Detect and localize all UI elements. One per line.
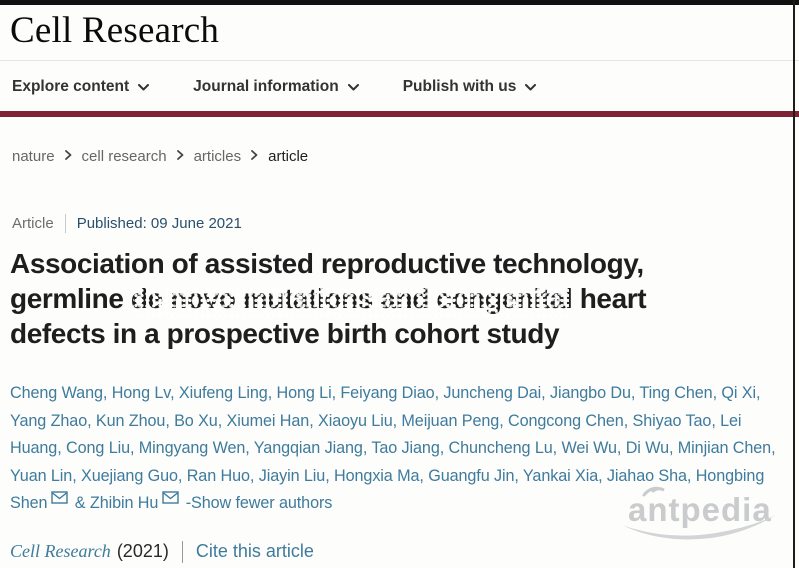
email-icon[interactable] [51, 486, 69, 514]
breadcrumb-article-current: article [268, 148, 309, 165]
author-link[interactable]: Zhibin Hu [89, 494, 159, 513]
brand-accent-bar [0, 111, 799, 117]
chevron-down-icon [347, 78, 359, 96]
chevron-down-icon [138, 78, 150, 96]
breadcrumb-cell-research[interactable]: cell research [81, 148, 167, 165]
nav-item-label: Explore content [12, 78, 130, 95]
title-line: Association of assisted reproductive tec… [10, 248, 644, 279]
chevron-right-icon [176, 147, 184, 164]
author-link[interactable]: Xuejiang Guo [81, 466, 178, 485]
nav-item-label: Publish with us [402, 78, 517, 95]
show-fewer-authors-link[interactable]: -Show fewer authors [185, 494, 333, 513]
breadcrumb-nature[interactable]: nature [12, 148, 55, 165]
chevron-right-icon [251, 147, 258, 164]
header-divider [0, 60, 799, 61]
citation-journal-link[interactable]: Cell Research [10, 541, 111, 562]
nav-publish-with-us[interactable]: Publish with us [403, 78, 537, 96]
author-link[interactable]: Yuan Lin [10, 466, 73, 485]
article-title: Association of assisted reproductive tec… [10, 246, 785, 351]
meta-divider [64, 214, 66, 233]
email-icon[interactable] [162, 486, 179, 514]
author-link[interactable]: Shiyao Tao [632, 411, 712, 430]
nav-journal-information[interactable]: Journal information [193, 78, 359, 96]
author-link[interactable]: Congcong Chen [508, 411, 624, 430]
author-link[interactable]: Tao Jiang [371, 439, 440, 458]
author-link[interactable]: Yankai Xia [522, 466, 599, 485]
main-nav: Explore content Journal information Publ… [0, 61, 799, 111]
author-link[interactable]: Feiyang Diao [340, 384, 435, 402]
author-list: Cheng Wang, Hong Lv, Xiufeng Ling, Hong … [10, 384, 776, 514]
published-date: Published: 09 June 2021 [76, 215, 242, 232]
author-link[interactable]: Hong Li [276, 384, 332, 402]
journal-masthead: Cell Research [0, 0, 799, 52]
author-link[interactable]: Hongbing Shen [10, 466, 765, 513]
author-link[interactable]: Xiumei Han [226, 411, 310, 430]
author-link[interactable]: Cong Liu [66, 439, 130, 458]
author-link[interactable]: Mingyang Wen [138, 439, 246, 458]
chevron-down-icon [525, 78, 537, 96]
author-link[interactable]: Guangfu Jin [428, 466, 515, 485]
citation-divider [181, 540, 183, 563]
author-link[interactable]: Ting Chen [639, 384, 713, 402]
journal-logo[interactable]: Cell Research [10, 10, 220, 51]
breadcrumb-articles[interactable]: articles [193, 148, 242, 165]
author-link[interactable]: Lei Huang [10, 411, 742, 458]
article-meta: Article Published: 09 June 2021 [12, 214, 799, 233]
author-link[interactable]: Juncheng Dai [443, 384, 542, 402]
author-link[interactable]: Minjian Chen [677, 439, 772, 458]
screenshot-right-border [793, 0, 795, 568]
title-line: germline de novo mutations and congenita… [10, 283, 647, 314]
citation-year: (2021) [116, 541, 169, 562]
title-line: defects in a prospective birth cohort st… [10, 318, 560, 349]
nav-explore-content[interactable]: Explore content [12, 78, 150, 96]
author-link[interactable]: Xiufeng Ling [178, 384, 268, 402]
article-type-label: Article [12, 215, 54, 232]
author-link[interactable]: Hong Lv [111, 384, 171, 402]
author-link[interactable]: Chuncheng Lu [448, 439, 553, 458]
breadcrumb: nature cell research articles article [12, 148, 799, 165]
author-link[interactable]: Kun Zhou [95, 411, 166, 430]
nav-item-label: Journal information [193, 78, 339, 95]
author-link[interactable]: Jiayin Liu [258, 466, 326, 485]
author-link[interactable]: Yangqian Jiang [253, 439, 363, 458]
cite-this-article-link[interactable]: Cite this article [195, 541, 314, 562]
author-link[interactable]: Wei Wu [561, 439, 617, 458]
author-link[interactable]: Cheng Wang [10, 384, 103, 402]
author-link[interactable]: Jiangbo Du [549, 384, 631, 402]
chevron-right-icon [64, 147, 72, 164]
author-link[interactable]: Hongxia Ma [334, 466, 420, 485]
author-link[interactable]: Meijuan Peng [401, 411, 500, 430]
author-link[interactable]: Bo Xu [174, 411, 218, 430]
author-link[interactable]: Xiaoyu Liu [318, 411, 393, 430]
author-link[interactable]: Qi Xi [721, 384, 756, 402]
screenshot-top-bar [0, 0, 799, 5]
author-link[interactable]: Yang Zhao [10, 411, 88, 430]
author-link[interactable]: Di Wu [625, 439, 669, 458]
citation-row: Cell Research (2021) Cite this article [10, 540, 799, 563]
author-link[interactable]: Ran Huo [186, 466, 250, 485]
author-link[interactable]: Jiahao Sha [606, 466, 687, 485]
